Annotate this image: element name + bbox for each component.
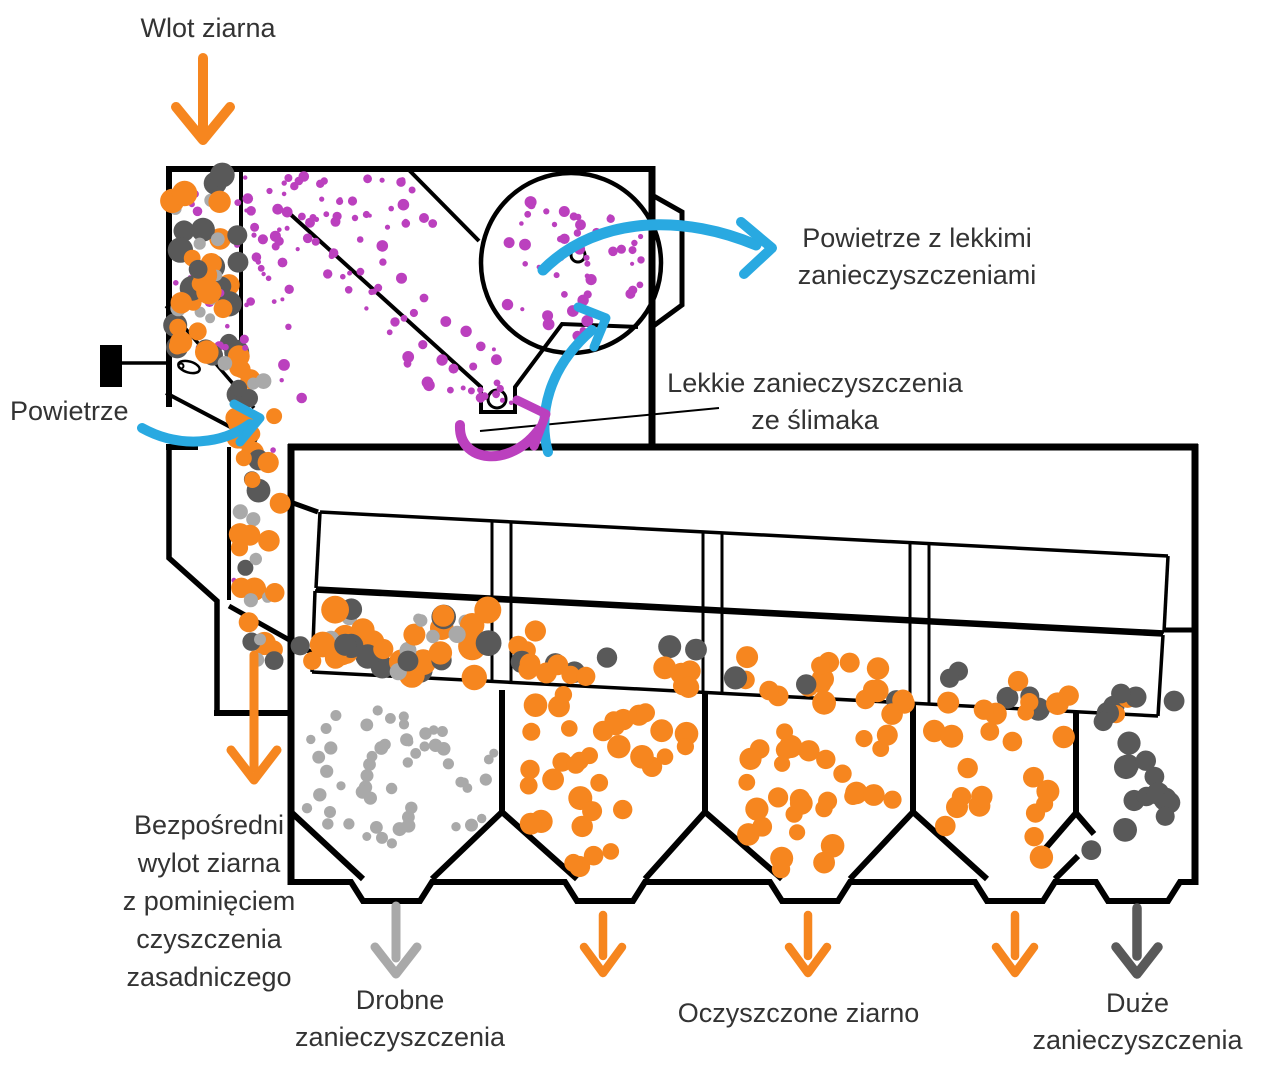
sieve-deck-lower	[292, 500, 1196, 718]
flow-arrows	[137, 53, 1163, 979]
label-bypass-outlet: Bezpośredni wylot ziarna z pominięciem c…	[122, 810, 296, 992]
deck-support-stub	[292, 500, 319, 515]
label-fine-impurities: Drobne zanieczyszczenia	[294, 985, 506, 1052]
sieve-deck-upper	[314, 510, 1170, 634]
magenta-left-band	[239, 222, 308, 404]
fan-up-arrow	[539, 302, 611, 457]
sieve-pile-2	[508, 620, 707, 698]
magenta-funnel	[460, 385, 514, 406]
hopper1-fines	[301, 705, 499, 849]
clean-grain-arrow-1	[579, 910, 627, 978]
label-light-impurities: Lekkie zanieczyszczenia ze ślimaka	[667, 368, 963, 435]
air-out-arrow	[537, 217, 777, 279]
leader-line	[479, 407, 720, 432]
chute-mix	[238, 612, 322, 671]
gate-flap-icon	[177, 359, 201, 375]
air-in-arrow	[137, 399, 265, 447]
magenta-diag-band	[284, 216, 504, 399]
inlet-column-mix	[160, 162, 250, 365]
sieve-pile-4	[937, 661, 1147, 725]
large-impurities-arrow	[1111, 903, 1163, 979]
hopper2-grain	[519, 686, 699, 878]
large-impurities-falloff	[1081, 690, 1185, 860]
fine-impurities-arrow	[370, 901, 422, 979]
sieve-pile-1	[309, 595, 502, 691]
hopper-funnels	[288, 690, 1081, 882]
bottom-wall-with-outlets	[291, 879, 1195, 904]
label-air-in: Powietrze	[10, 396, 129, 426]
screw-circulation-arrow	[455, 395, 551, 462]
label-cleaned-grain: Oczyszczone ziarno	[677, 998, 920, 1028]
label-grain-inlet: Wlot ziarna	[140, 13, 276, 43]
magenta-top-strip	[242, 171, 438, 230]
grain-inlet-arrow	[171, 53, 235, 145]
gate-bend-mix	[195, 339, 272, 408]
particle-layer	[160, 162, 1185, 879]
hopper3-grain	[737, 689, 914, 879]
bottom-chamber	[287, 443, 1199, 904]
hopper4-grain	[923, 692, 1075, 869]
gate-valve-icon	[100, 345, 122, 387]
bypass-outlet-arrow	[226, 650, 282, 785]
sieve-pile-3	[723, 646, 915, 714]
channel-mix	[225, 407, 291, 608]
magenta-fan	[501, 196, 645, 341]
air-outlet-chamfer	[650, 192, 685, 330]
label-air-out: Powietrze z lekkimi zanieczyszczeniami	[797, 223, 1037, 290]
clean-grain-arrow-2	[784, 910, 832, 978]
clean-grain-arrow-3	[991, 910, 1039, 978]
label-large-impurities: Duże zanieczyszczenia	[1032, 988, 1243, 1055]
